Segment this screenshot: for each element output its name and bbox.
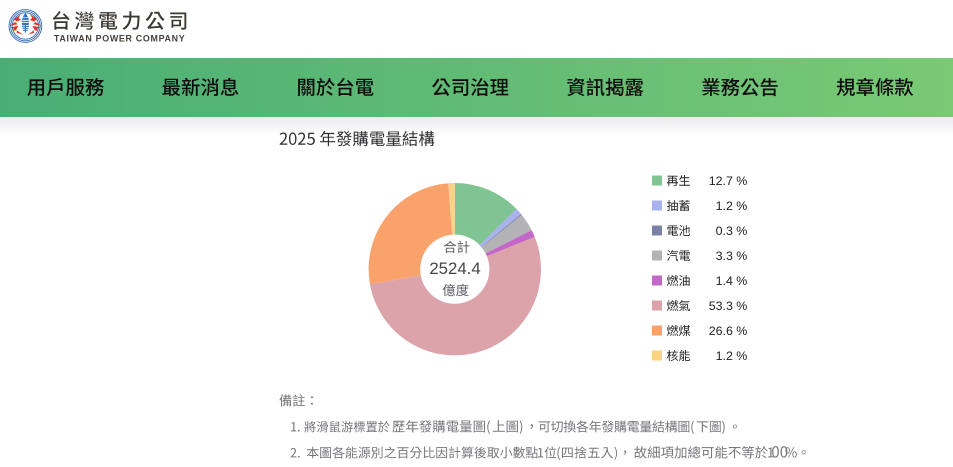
svg-text:1.2 %: 1.2 % [716,199,748,213]
svg-text:TAIWAN POWER COMPANY: TAIWAN POWER COMPANY [54,34,186,44]
svg-text:0.3 %: 0.3 % [716,224,748,238]
svg-text:1.2 %: 1.2 % [716,349,748,363]
svg-text:3.3 %: 3.3 % [716,249,748,263]
svg-text:53.3 %: 53.3 % [709,299,748,313]
svg-text:1.4 %: 1.4 % [716,274,748,288]
svg-text:2524.4: 2524.4 [429,259,480,278]
svg-text:26.6 %: 26.6 % [709,324,748,338]
svg-text:12.7 %: 12.7 % [709,174,748,188]
